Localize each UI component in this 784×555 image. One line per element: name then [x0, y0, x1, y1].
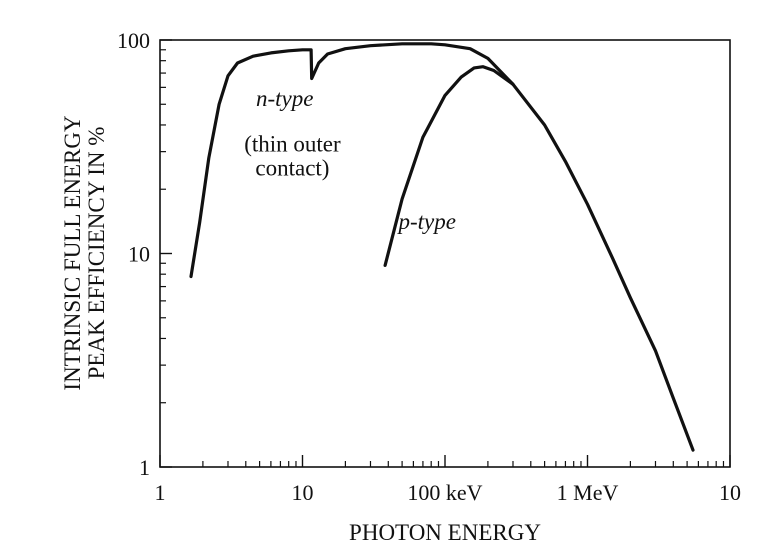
x-tick-label: 1 [155, 480, 166, 505]
y-axis-title: INTRINSIC FULL ENERGY PEAK EFFICIENCY IN… [60, 115, 109, 391]
y-tick-label: 100 [117, 28, 150, 53]
n-type-label: n-type [256, 86, 313, 111]
tick-marks [159, 39, 731, 468]
x-tick-label: 100 keV [407, 480, 482, 505]
y-tick-label: 1 [139, 455, 150, 480]
x-axis-title: PHOTON ENERGY [349, 520, 541, 545]
x-tick-label: 10 [292, 480, 314, 505]
x-tick-label: 1 MeV [557, 480, 619, 505]
y-tick-label: 10 [128, 242, 150, 267]
y-axis-title-line-1: INTRINSIC FULL ENERGY [60, 115, 85, 391]
p-type-label: p-type [396, 209, 455, 234]
curves [189, 42, 695, 452]
x-tick-label: 10 [719, 480, 741, 505]
n-type-note-line-2: contact) [255, 156, 329, 181]
y-axis-title-line-2: PEAK EFFICIENCY IN % [84, 127, 109, 380]
plot-frame [159, 39, 731, 468]
n-type-note-line-1: (thin outer [244, 132, 341, 157]
p-type-curve [383, 65, 515, 267]
tick-labels: 1 10 100 keV 1 MeV 10 1 10 100 [117, 28, 741, 505]
n-type-curve [189, 42, 695, 452]
